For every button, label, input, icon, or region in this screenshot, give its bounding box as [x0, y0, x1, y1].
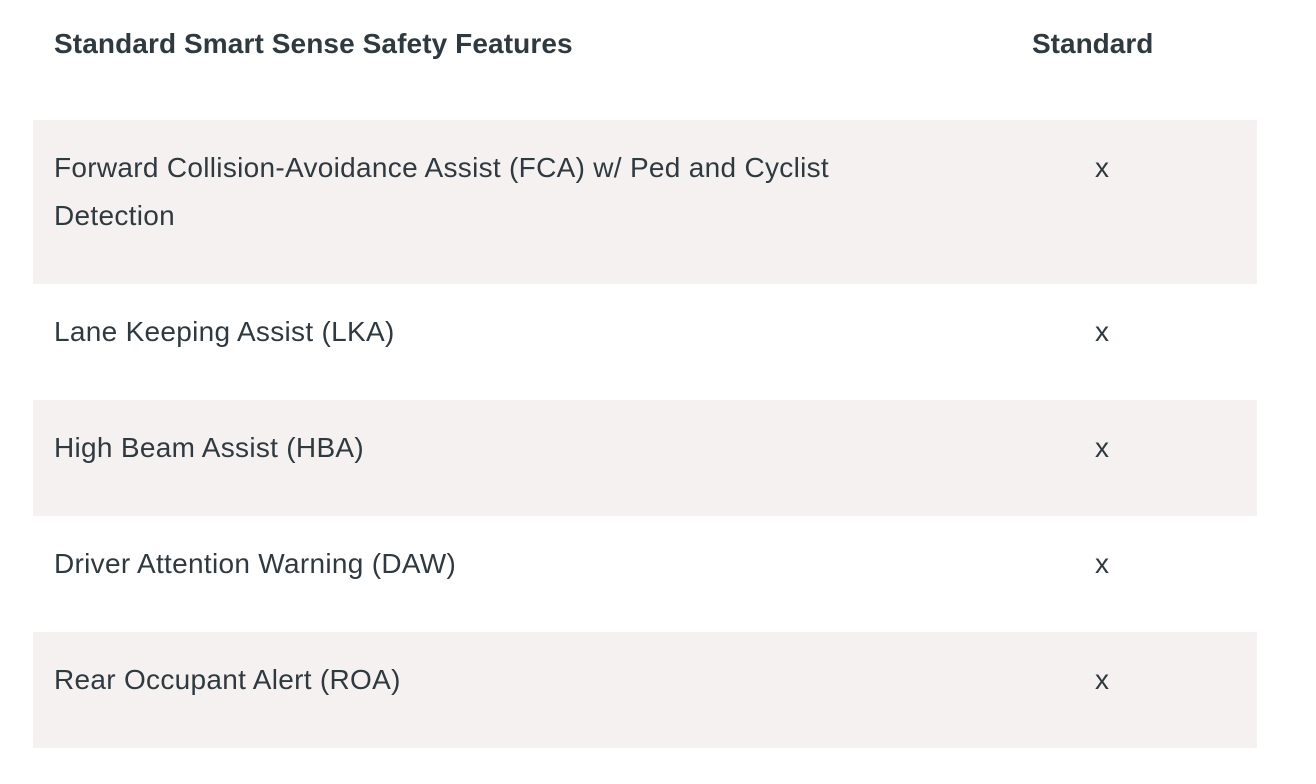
table-row: Forward Collision-Avoidance Assist (FCA)…: [33, 120, 1257, 284]
table-row: High Beam Assist (HBA) x: [33, 400, 1257, 516]
feature-cell: Forward Collision-Avoidance Assist (FCA)…: [54, 152, 829, 231]
standard-mark: x: [1095, 432, 1109, 463]
column-header-feature: Standard Smart Sense Safety Features: [54, 28, 573, 59]
feature-cell: Lane Keeping Assist (LKA): [54, 316, 395, 347]
table-header-row: Standard Smart Sense Safety Features Sta…: [0, 0, 1316, 92]
standard-mark: x: [1095, 152, 1109, 183]
feature-cell: Driver Attention Warning (DAW): [54, 548, 457, 579]
table-row: Rear Occupant Alert (ROA) x: [33, 632, 1257, 748]
standard-mark: x: [1095, 316, 1109, 347]
table-row: Driver Attention Warning (DAW) x: [33, 516, 1257, 632]
standard-mark: x: [1095, 664, 1109, 695]
feature-cell: Rear Occupant Alert (ROA): [54, 664, 401, 695]
table-row: Lane Keeping Assist (LKA) x: [33, 284, 1257, 400]
standard-mark: x: [1095, 548, 1109, 579]
column-header-standard: Standard: [1032, 28, 1154, 59]
feature-cell: High Beam Assist (HBA): [54, 432, 365, 463]
